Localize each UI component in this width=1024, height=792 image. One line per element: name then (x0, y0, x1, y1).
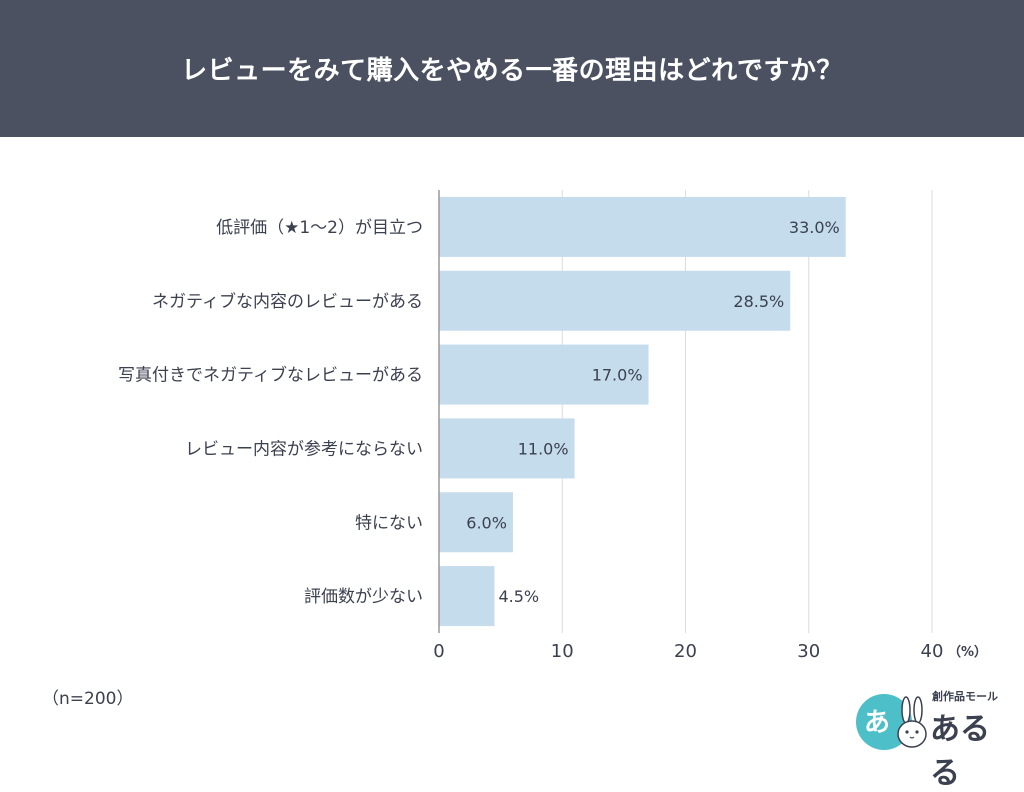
brand-logo: あ 創作品モール あるる (848, 686, 1008, 791)
chart-title: レビューをみて購入をやめる一番の理由はどれですか？ (181, 56, 843, 86)
x-tick-label: 40 (921, 641, 944, 662)
category-label: ネガティブな内容のレビューがある (152, 291, 423, 312)
bar (439, 270, 791, 331)
value-label: 11.0% (518, 439, 569, 458)
category-label: 評価数が少ない (304, 587, 423, 607)
x-tick-label: 0 (433, 641, 444, 662)
x-tick-label: 30 (797, 641, 820, 662)
category-label: レビュー内容が参考にならない (185, 439, 423, 459)
value-label: 4.5% (498, 587, 539, 606)
bar (439, 344, 649, 405)
sample-size-note: （n=200） (42, 689, 134, 709)
chart-header: レビューをみて購入をやめる一番の理由はどれですか？ (0, 0, 1024, 137)
category-label: 写真付きでネガティブなレビューがある (118, 365, 423, 386)
x-tick-label: 10 (551, 641, 574, 662)
value-label: 28.5% (733, 292, 784, 311)
value-label: 33.0% (789, 218, 840, 237)
x-tick-label: 20 (674, 641, 697, 662)
bar (439, 196, 846, 257)
bar (439, 566, 495, 627)
x-unit-label: （%） (948, 644, 987, 660)
axis: 0 10 20 30 40 （%） 低評価（★1～2）が目立つネガティブな内容のレビューがあ… (118, 190, 987, 662)
value-label: 6.0% (466, 513, 507, 532)
bars: 33.0% 28.5% 17.0% 11.0% 6.0% 4.5% (439, 196, 846, 627)
category-label: 低評価（★1～2）が目立つ (216, 218, 423, 238)
bar (439, 492, 513, 553)
value-label: 17.0% (592, 366, 643, 385)
category-label: 特にない (355, 513, 423, 533)
rabbit-icon (897, 696, 927, 748)
bar-chart: 33.0% 28.5% 17.0% 11.0% 6.0% 4.5% 0 10 20 30 40 （%… (118, 190, 987, 662)
logo-circle-text: あ (864, 708, 891, 738)
logo-subtitle: 創作品モール (932, 690, 998, 703)
logo-wordmark: あるる (930, 712, 990, 791)
bar (439, 418, 575, 479)
grid-lines (561, 190, 933, 633)
